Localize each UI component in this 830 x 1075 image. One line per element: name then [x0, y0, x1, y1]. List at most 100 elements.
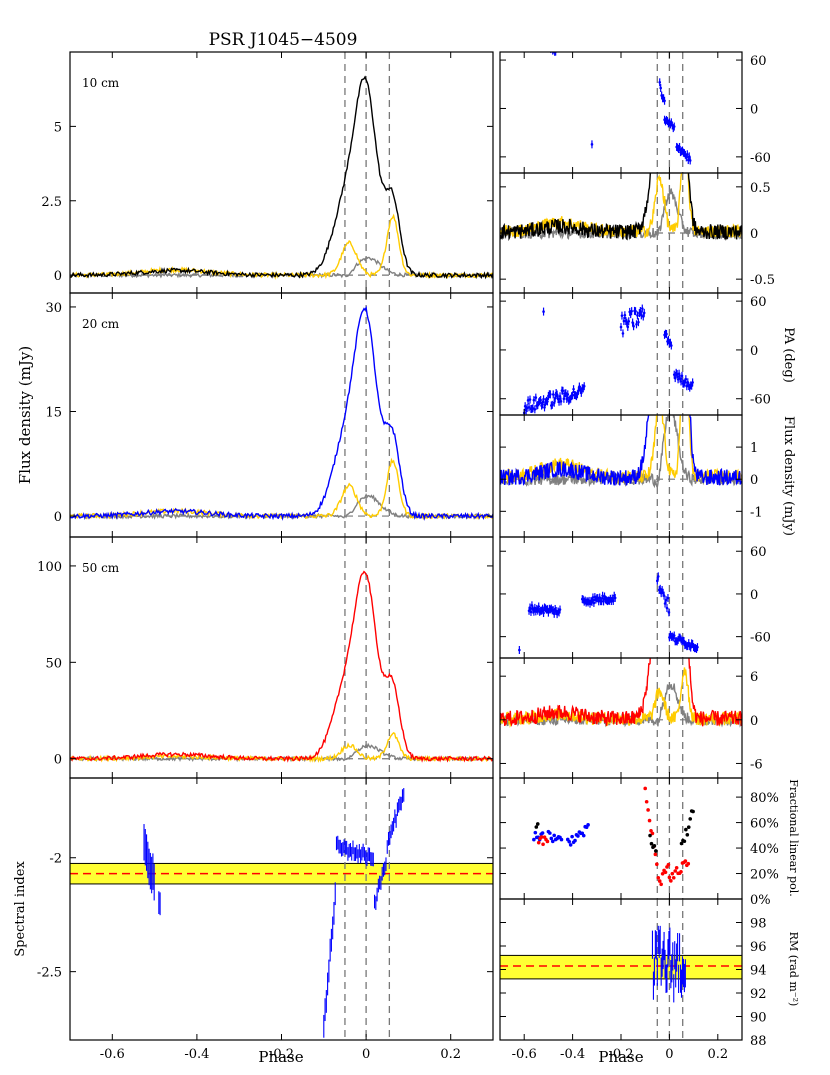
pa-panel-1-pa-point — [688, 159, 692, 162]
pa-panel-2-pa-point — [670, 344, 673, 347]
x-axis-label-left: Phase — [258, 1048, 303, 1066]
fractional-linear-panel-point — [649, 828, 653, 833]
fractional-linear-panel-point — [559, 837, 564, 842]
pa-panel-3-pa-point — [518, 648, 521, 652]
pa-panel-2-pa-point — [675, 372, 679, 376]
pa-panel-1-plot — [550, 52, 692, 173]
fractional-linear-panel-point — [674, 865, 679, 870]
spectral-index-panel-ytick-label: -2.5 — [37, 966, 62, 981]
rotation-measure-panel-ytick-label: 94 — [750, 964, 767, 979]
pa-panel-2-pa-point — [677, 372, 681, 376]
flux-panel-1 — [69, 51, 494, 294]
pa-panel-3-pa-point — [666, 596, 670, 600]
rotation-measure-panel — [499, 898, 743, 1041]
fractional-linear-panel-point — [647, 818, 652, 823]
spectral-index-panel-xtick-label: -0.4 — [184, 1047, 209, 1062]
rotation-measure-panel-ytick-label: 90 — [750, 1011, 767, 1026]
fractional-linear-panel-point — [691, 809, 695, 814]
rotation-measure-panel-ytick-label: 98 — [750, 917, 767, 932]
fractional-linear-panel-point — [679, 869, 683, 874]
fractional-linear-panel-point — [679, 841, 684, 846]
fractional-linear-panel-point — [646, 808, 650, 812]
rotation-measure-panel-plot — [500, 899, 742, 1040]
pa-panel-3-pa-point — [656, 575, 660, 578]
rotation-measure-panel-xtick-label: 0 — [665, 1047, 673, 1062]
pa-panel-2-pa-point — [571, 394, 574, 397]
flux-panel-1-ytick-label: 0 — [54, 269, 62, 284]
fractional-linear-panel-point — [663, 870, 668, 875]
fractional-linear-panel-point — [686, 825, 691, 829]
x-axis-label-right: Phase — [598, 1048, 643, 1066]
fractional-linear-panel-point — [643, 786, 647, 791]
flux-panel-3-total-series — [70, 570, 493, 763]
pa-panel-2-pa-point — [564, 391, 568, 395]
pa-panel-2-pa-point — [561, 389, 565, 393]
fractional-linear-panel-point — [660, 871, 665, 876]
y-axis-label-rm: RM (rad m⁻²) — [787, 932, 800, 1007]
fractional-linear-panel-ytick-label: 40% — [750, 842, 779, 857]
pa-panel-2-pa-point — [621, 332, 625, 335]
pa-panel-1-pa-point — [659, 86, 662, 90]
rotation-measure-panel-uncertainty-band — [500, 954, 742, 980]
fractional-linear-panel-point — [650, 831, 655, 836]
pa-panel-2-pa-point — [562, 397, 566, 401]
pa-panel-2-pa-point — [620, 314, 624, 317]
fractional-linear-panel-ytick-label: 60% — [750, 817, 779, 832]
pa-panel-2-pa-point — [542, 397, 545, 401]
fractional-linear-panel-point — [671, 875, 676, 880]
fractional-linear-panel-point — [548, 831, 552, 835]
pa-panel-2-pa-point — [527, 406, 531, 409]
zoom-panel-2 — [499, 414, 743, 538]
flux-panel-1-ytick-label: 2.5 — [41, 195, 62, 210]
flux-panel-3-ytick-label: 100 — [37, 560, 62, 575]
pa-panel-2-pa-point — [557, 400, 561, 404]
pa-panel-2-pa-point — [635, 323, 638, 326]
pa-panel-2-pa-point — [559, 400, 563, 403]
zoom-panel-3-ytick-label: -6 — [750, 757, 763, 772]
pa-panel-3-pa-point — [600, 599, 603, 603]
zoom-panel-1 — [499, 172, 743, 294]
fractional-linear-panel-point — [552, 833, 557, 838]
fractional-linear-panel-point — [666, 862, 671, 867]
fractional-linear-panel-point — [684, 827, 688, 832]
pa-panel-2-pa-point — [542, 310, 545, 313]
flux-panel-2-ytick-label: 30 — [45, 301, 62, 316]
pa-panel-2-pa-point — [636, 314, 639, 317]
spectral-index-panel-xtick-label: 0 — [362, 1047, 370, 1062]
pa-panel-2-pa-point — [558, 394, 562, 398]
rotation-measure-panel-xtick-label: 0.2 — [707, 1047, 728, 1062]
fractional-linear-panel-point — [682, 839, 687, 844]
fractional-linear-panel-point — [655, 862, 659, 866]
flux-panel-3-ytick-label: 0 — [54, 753, 62, 768]
pa-panel-1-pa-point — [672, 125, 676, 128]
flux-panel-2-plot — [70, 293, 493, 537]
fractional-linear-panel-point — [688, 817, 693, 821]
fractional-linear-panel-point — [568, 843, 573, 847]
pa-panel-3-ytick-label: 0 — [750, 588, 758, 603]
fractional-linear-panel-point — [654, 849, 658, 853]
fractional-linear-panel-point — [573, 838, 577, 843]
pa-panel-2-pa-point — [627, 319, 631, 323]
zoom-panel-1-ytick-label: 0.5 — [750, 181, 771, 196]
fractional-linear-panel-point — [545, 839, 550, 844]
fractional-linear-panel-point — [534, 825, 539, 829]
fractional-linear-panel-point — [667, 875, 672, 880]
fractional-linear-panel-plot — [532, 778, 695, 899]
pa-panel-2-pa-point — [642, 311, 646, 315]
fractional-linear-panel-point — [686, 861, 691, 866]
pa-panel-3-pa-point — [529, 610, 533, 614]
flux-panel-1-total-series — [70, 75, 493, 280]
pa-panel-2-pa-point — [566, 393, 570, 396]
zoom-panel-1-plot — [500, 173, 742, 293]
flux-panel-1-band-label: 10 cm — [82, 76, 120, 90]
pa-panel-2-pa-point — [673, 376, 677, 380]
flux-panel-2-ytick-label: 15 — [45, 406, 62, 421]
pa-panel-3-pa-point — [558, 608, 562, 611]
zoom-panel-3-total-series — [500, 658, 742, 727]
pa-panel-2-pa-point — [549, 393, 552, 396]
pa-panel-3-pa-point — [552, 612, 556, 616]
zoom-panel-1-ytick-label: 0 — [750, 227, 758, 242]
spectral-index-panel-xtick-label: -0.2 — [269, 1047, 294, 1062]
zoom-panel-1-ytick-label: -0.5 — [750, 273, 775, 288]
pa-panel-2-pa-point — [684, 377, 688, 381]
